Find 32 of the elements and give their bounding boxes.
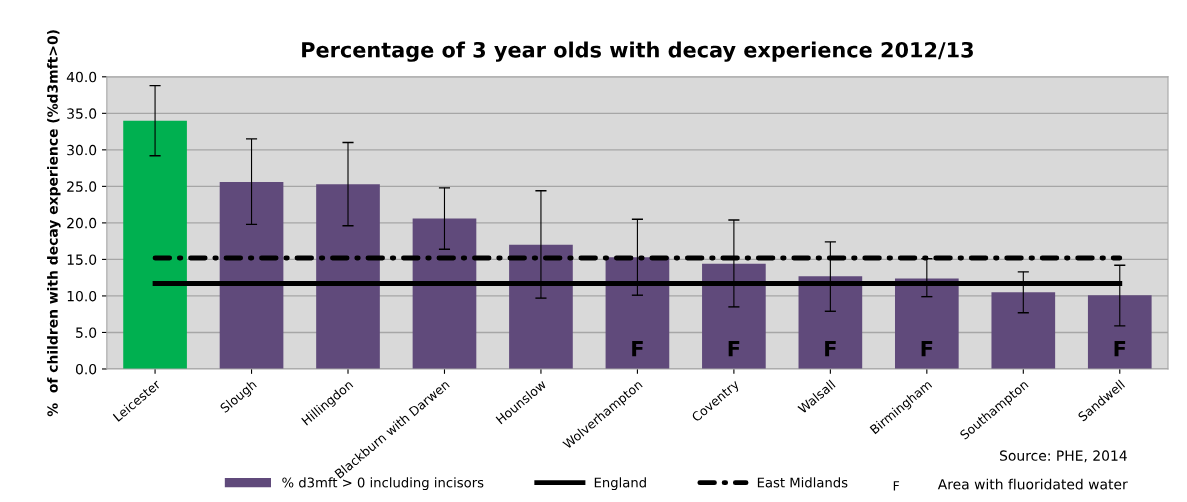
legend-label: England: [594, 477, 646, 491]
y-tick-label: 5.0: [76, 327, 97, 338]
y-tick-label: 40.0: [66, 71, 97, 83]
y-tick-label: 10.0: [67, 290, 97, 302]
y-tick-label: 35.0: [67, 108, 97, 119]
bar: [605, 257, 670, 369]
text: F: [893, 481, 900, 491]
y-axis-title: % of children with decay experience (%d3mft>0): [47, 30, 61, 417]
bar: [412, 218, 477, 369]
data-label: F: [921, 341, 933, 357]
bar: [509, 244, 573, 369]
bar: [991, 292, 1056, 369]
y-tick-label: 15.0: [67, 254, 97, 265]
y-tick-label: 25.0: [67, 181, 97, 192]
source-note: Source: PHE, 2014: [1000, 450, 1127, 463]
data-label: F: [632, 341, 643, 357]
y-tick-label: 20.0: [67, 217, 97, 229]
text: Area with fluoridated water: [937, 478, 1128, 490]
bar: [123, 120, 187, 369]
data-label: F: [728, 341, 740, 357]
y-tick-label: 30.0: [67, 144, 97, 156]
data-label: F: [1114, 341, 1126, 357]
bar: [316, 184, 380, 369]
bar: [702, 263, 766, 369]
legend-label: East Midlands: [757, 477, 848, 488]
data-label: F: [825, 341, 836, 357]
chart-title: Percentage of 3 year olds with decay experience 2012/13: [302, 41, 973, 62]
y-tick-label: 0.0: [75, 363, 97, 375]
bar: [219, 181, 284, 369]
bar: [1087, 295, 1152, 369]
bar: [798, 276, 863, 369]
bar: [895, 278, 959, 369]
